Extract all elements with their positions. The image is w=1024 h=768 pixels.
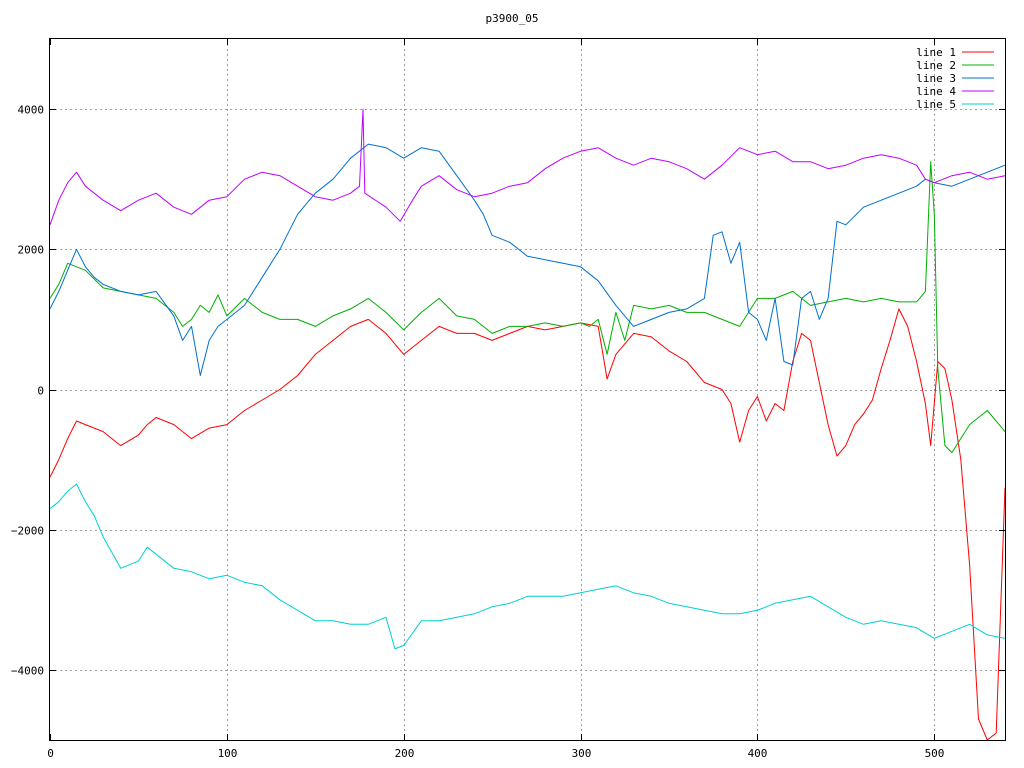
series-line-4	[49, 108, 1006, 225]
axis-ticks: 0 100 200 300 400 500 −4000 −2000 0 2000 4000	[11, 39, 1005, 760]
series-line-1	[49, 308, 1006, 741]
y-tick-label: −2000	[11, 525, 44, 538]
chart-title: p3900_05	[486, 12, 539, 25]
x-tick-label: 200	[395, 747, 415, 760]
legend-label-3: line 3	[916, 72, 956, 85]
y-tick-label: 2000	[18, 244, 45, 257]
x-tick-label: 400	[748, 747, 768, 760]
grid	[50, 39, 1005, 740]
series-lines	[49, 108, 1006, 741]
legend-label-2: line 2	[916, 59, 956, 72]
plot-frame	[49, 38, 1006, 741]
legend-label-4: line 4	[916, 85, 956, 98]
series-line-3	[49, 143, 1006, 376]
y-tick-label: 0	[37, 385, 44, 398]
x-tick-label: 500	[925, 747, 945, 760]
legend-label-5: line 5	[916, 98, 956, 111]
x-tick-label: 100	[218, 747, 238, 760]
legend-label-1: line 1	[916, 46, 956, 59]
y-tick-label: 4000	[18, 104, 45, 117]
x-tick-label: 0	[47, 747, 54, 760]
x-tick-label: 300	[572, 747, 592, 760]
y-tick-label: −4000	[11, 665, 44, 678]
series-line-5	[49, 483, 1006, 650]
series-line-2	[49, 161, 1006, 454]
